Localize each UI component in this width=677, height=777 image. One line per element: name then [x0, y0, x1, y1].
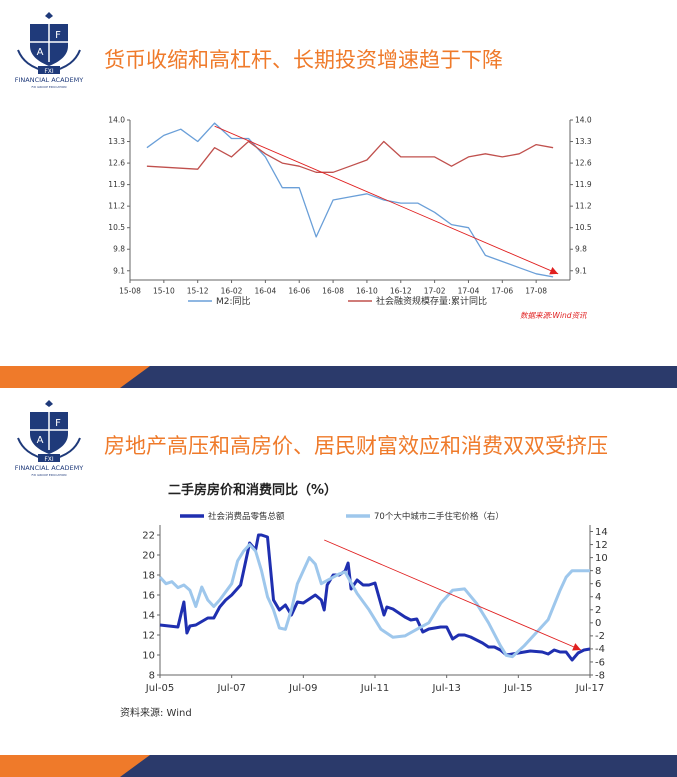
series-line-1: [146, 122, 554, 278]
trend-arrow-line: [324, 539, 582, 651]
y-tick-label-left: 14.0: [108, 116, 125, 125]
x-tick-label: 15-08: [119, 287, 141, 296]
trend-arrow-head: [549, 267, 559, 275]
y-tick-label-left: 14: [142, 610, 155, 621]
x-tick-label: Jul-05: [145, 683, 174, 694]
y-tick-label-right: -6: [595, 657, 605, 668]
chart-housing-consumption: 二手房房价和消费同比（%） 22201816141210814121086420…: [120, 482, 608, 719]
series-line-2: [158, 543, 590, 659]
x-tick-label: 16-06: [288, 287, 310, 296]
x-tick-label: 16-08: [322, 287, 344, 296]
x-tick-label: 17-02: [424, 287, 446, 296]
y-tick-label-left: 18: [142, 570, 155, 581]
y-tick-label-left: 10: [142, 650, 155, 661]
x-tick-label: 16-02: [221, 287, 243, 296]
x-tick-label: Jul-09: [288, 683, 317, 694]
x-tick-label: 17-04: [458, 287, 480, 296]
y-tick-label-right: 11.9: [575, 180, 592, 189]
y-tick-label-right: 6: [595, 579, 601, 590]
y-tick-label-right: 14: [595, 527, 608, 538]
x-tick-label: Jul-13: [431, 683, 460, 694]
academy-logo: F A FXI FINANCIAL ACADEMY FXI GROUP EDUC…: [10, 398, 88, 478]
legend-label-social-financing: 社会融资规模存量:累计同比: [376, 295, 487, 307]
y-tick-label-left: 9.1: [113, 266, 125, 275]
y-tick-label-left: 8: [149, 670, 155, 681]
x-tick-label: Jul-07: [216, 683, 245, 694]
x-tick-label: Jul-11: [360, 683, 389, 694]
chart-m2-social-financing: 14.0 13.3 12.6 11.9 11.2 10.5 9.8 9.1 14.0 13.3 12…: [108, 116, 592, 321]
x-tick-label: 16-04: [254, 287, 276, 296]
y-tick-label-right: 10: [595, 553, 608, 564]
y-tick-label-right: 14.0: [575, 116, 592, 125]
legend-label-retail: 社会消费品零售总额: [208, 511, 285, 522]
logo-name: FINANCIAL ACADEMY: [15, 76, 83, 84]
y-tick-label-right: 12.6: [575, 159, 592, 168]
source-note: 数据来源:Wind资讯: [520, 311, 587, 320]
academy-logo: F A FXI FINANCIAL ACADEMY FXI GROUP EDUC…: [10, 10, 88, 90]
footer-band: [0, 366, 677, 388]
trend-arrow-line: [214, 125, 559, 275]
slide-title: 房地产高压和高房价、居民财富效应和消费双双受挤压: [104, 434, 608, 458]
y-tick-label-left: 16: [142, 590, 155, 601]
y-tick-label-right: -4: [595, 644, 605, 655]
y-tick-label-right: 10.5: [575, 223, 592, 232]
y-tick-label-left: 12.6: [108, 159, 125, 168]
crown-icon: [45, 400, 53, 407]
y-tick-label-right: 2: [595, 605, 601, 616]
y-tick-label-right: 9.8: [575, 245, 587, 254]
logo-letter-a: A: [37, 435, 44, 446]
y-tick-label-right: 9.1: [575, 266, 587, 275]
crown-icon: [45, 12, 53, 19]
y-tick-label-left: 20: [142, 550, 155, 561]
y-tick-label-right: 11.2: [575, 202, 592, 211]
y-tick-label-right: 13.3: [575, 137, 592, 146]
legend-label-m2: M2:同比: [216, 295, 251, 307]
x-tick-label: Jul-15: [503, 683, 532, 694]
logo-monogram: FXI: [44, 68, 54, 75]
logo-monogram: FXI: [44, 456, 54, 463]
x-tick-label: 16-12: [390, 287, 412, 296]
y-tick-label-left: 13.3: [108, 137, 125, 146]
logo-letter-f: F: [55, 30, 61, 41]
logo-name: FINANCIAL ACADEMY: [15, 464, 83, 472]
x-tick-label: Jul-17: [575, 683, 604, 694]
legend-label-secondhand-price: 70个大中城市二手住宅价格（右）: [374, 511, 504, 522]
logo-motto: FXI GROUP EDUCATION: [32, 85, 67, 89]
y-tick-label-left: 11.9: [108, 180, 125, 189]
x-tick-label: 17-08: [525, 287, 547, 296]
series-line-2: [146, 140, 554, 173]
y-tick-label-right: -2: [595, 631, 605, 642]
slide-1: F A FXI FINANCIAL ACADEMY FXI GROUP EDUC…: [0, 0, 677, 388]
y-tick-label-right: -8: [595, 670, 605, 681]
y-tick-label-left: 9.8: [113, 245, 125, 254]
source-note: 资料来源: Wind: [120, 706, 192, 719]
series-line-1: [159, 533, 591, 662]
logo-letter-a: A: [37, 47, 44, 58]
x-tick-label: 17-06: [491, 287, 513, 296]
y-tick-label-right: 0: [595, 618, 601, 629]
footer-band: [0, 755, 677, 777]
chart-title: 二手房房价和消费同比（%）: [168, 482, 337, 498]
y-tick-label-right: 12: [595, 540, 608, 551]
logo-motto: FXI GROUP EDUCATION: [32, 473, 67, 477]
slide-title: 货币收缩和高杠杆、长期投资增速趋于下降: [104, 48, 503, 72]
y-tick-label-left: 11.2: [108, 202, 125, 211]
y-tick-label-left: 12: [142, 630, 155, 641]
y-tick-label-right: 8: [595, 566, 601, 577]
slide-2: F A FXI FINANCIAL ACADEMY FXI GROUP EDUC…: [0, 388, 677, 777]
y-tick-label-left: 22: [142, 530, 155, 541]
trend-arrow-head: [572, 643, 582, 651]
y-tick-label-right: 4: [595, 592, 601, 603]
x-tick-label: 15-10: [153, 287, 175, 296]
x-tick-label: 15-12: [187, 287, 209, 296]
logo-letter-f: F: [55, 418, 61, 429]
x-tick-label: 16-10: [356, 287, 378, 296]
y-tick-label-left: 10.5: [108, 223, 125, 232]
